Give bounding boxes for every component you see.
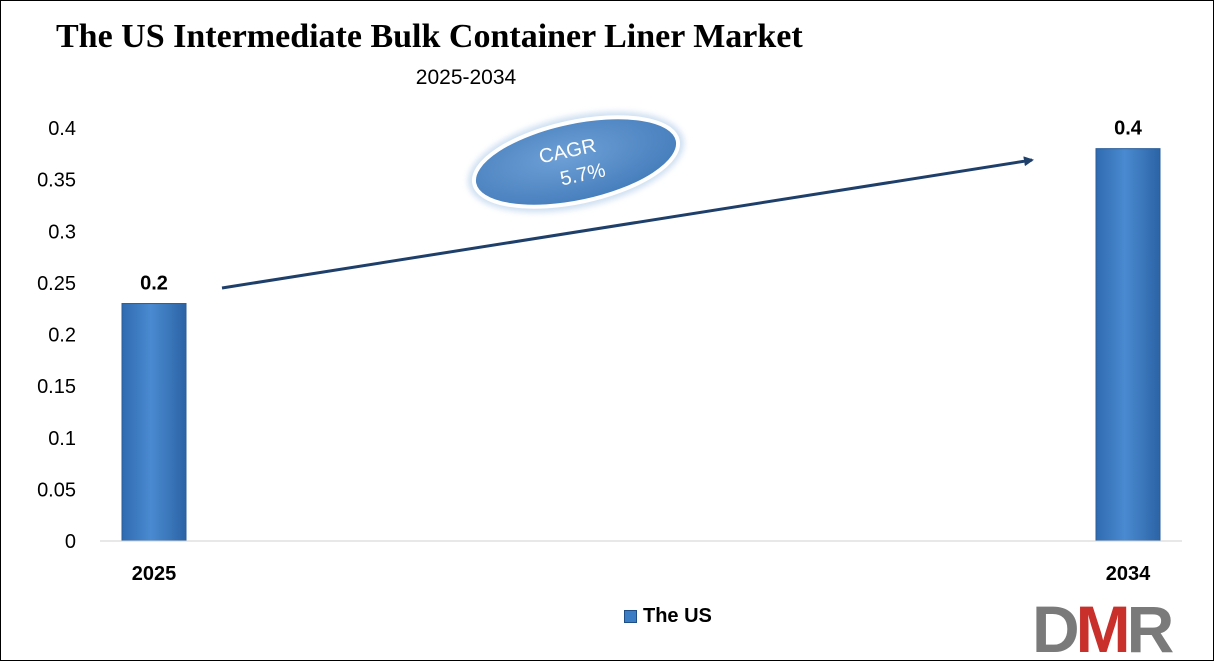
dmr-logo: DMR <box>1032 598 1178 658</box>
chart-title: The US Intermediate Bulk Container Liner… <box>56 18 803 55</box>
chart-subtitle: 2025-2034 <box>415 66 517 89</box>
x-tick-label: 2034 <box>1106 563 1151 585</box>
y-tick-label: 0.1 <box>48 428 76 450</box>
legend-swatch <box>624 609 637 623</box>
y-tick-label: 0.4 <box>48 118 76 140</box>
x-tick-label: 2025 <box>132 563 177 585</box>
data-labels: 0.2 0.4 <box>140 118 1143 295</box>
y-tick-label: 0.15 <box>37 376 76 398</box>
data-label: 0.2 <box>140 273 168 295</box>
data-label: 0.4 <box>1114 118 1143 140</box>
y-axis: 0 0.05 0.1 0.15 0.2 0.25 0.3 0.35 0.4 <box>37 118 76 553</box>
y-tick-label: 0 <box>65 531 76 553</box>
legend-label: The US <box>643 604 712 627</box>
y-tick-label: 0.3 <box>48 221 76 243</box>
bar <box>1095 148 1161 542</box>
bars <box>121 148 1161 542</box>
y-tick-label: 0.2 <box>48 325 76 347</box>
y-tick-label: 0.05 <box>37 479 76 501</box>
x-axis: 2025 2034 <box>100 540 1182 585</box>
bar <box>121 303 187 542</box>
cagr-oval <box>471 115 681 209</box>
legend: The US <box>624 604 712 628</box>
y-tick-label: 0.35 <box>37 170 76 192</box>
cagr-arrow <box>221 156 1034 290</box>
logo-text: DMR <box>1032 598 1174 658</box>
y-tick-label: 0.25 <box>37 273 76 295</box>
